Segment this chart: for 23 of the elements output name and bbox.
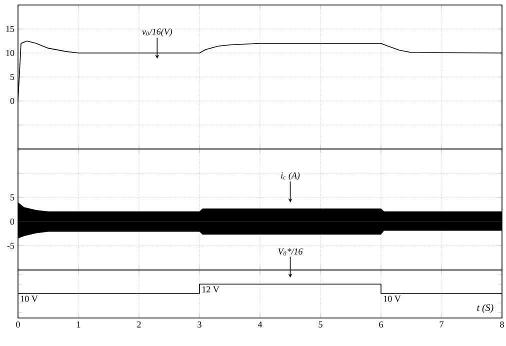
- annotation: V$_{0}$*/16: [278, 248, 303, 256]
- y-tick-label: 15: [6, 26, 14, 32]
- y-tick-label: 0: [10, 98, 14, 104]
- x-tick-label: 6: [379, 322, 383, 328]
- x-tick-label: 8: [500, 322, 504, 328]
- x-tick-label: 0: [16, 322, 20, 328]
- y-tick-label: 0: [10, 218, 14, 225]
- x-tick-label: 4: [258, 322, 262, 328]
- y-tick-label: 5: [10, 194, 14, 200]
- annotation: v$_{0}$/16(V): [142, 28, 172, 37]
- y-tick-label: -5: [7, 242, 14, 249]
- x-tick-label: 7: [440, 322, 444, 328]
- y-tick-label: 5: [10, 74, 14, 80]
- x-tick-label: 3: [198, 322, 202, 328]
- x-tick-label: 2: [137, 322, 141, 328]
- x-axis-title: t (S): [477, 304, 494, 314]
- data-label: 12 V: [202, 286, 220, 292]
- x-tick-label: 5: [318, 322, 322, 328]
- data-label: 10 V: [384, 296, 401, 302]
- annotation: i$_{c}$ (A): [281, 172, 300, 180]
- x-tick-label: 1: [77, 322, 80, 328]
- y-tick-label: 10: [6, 50, 14, 56]
- data-label: 10 V: [20, 296, 38, 302]
